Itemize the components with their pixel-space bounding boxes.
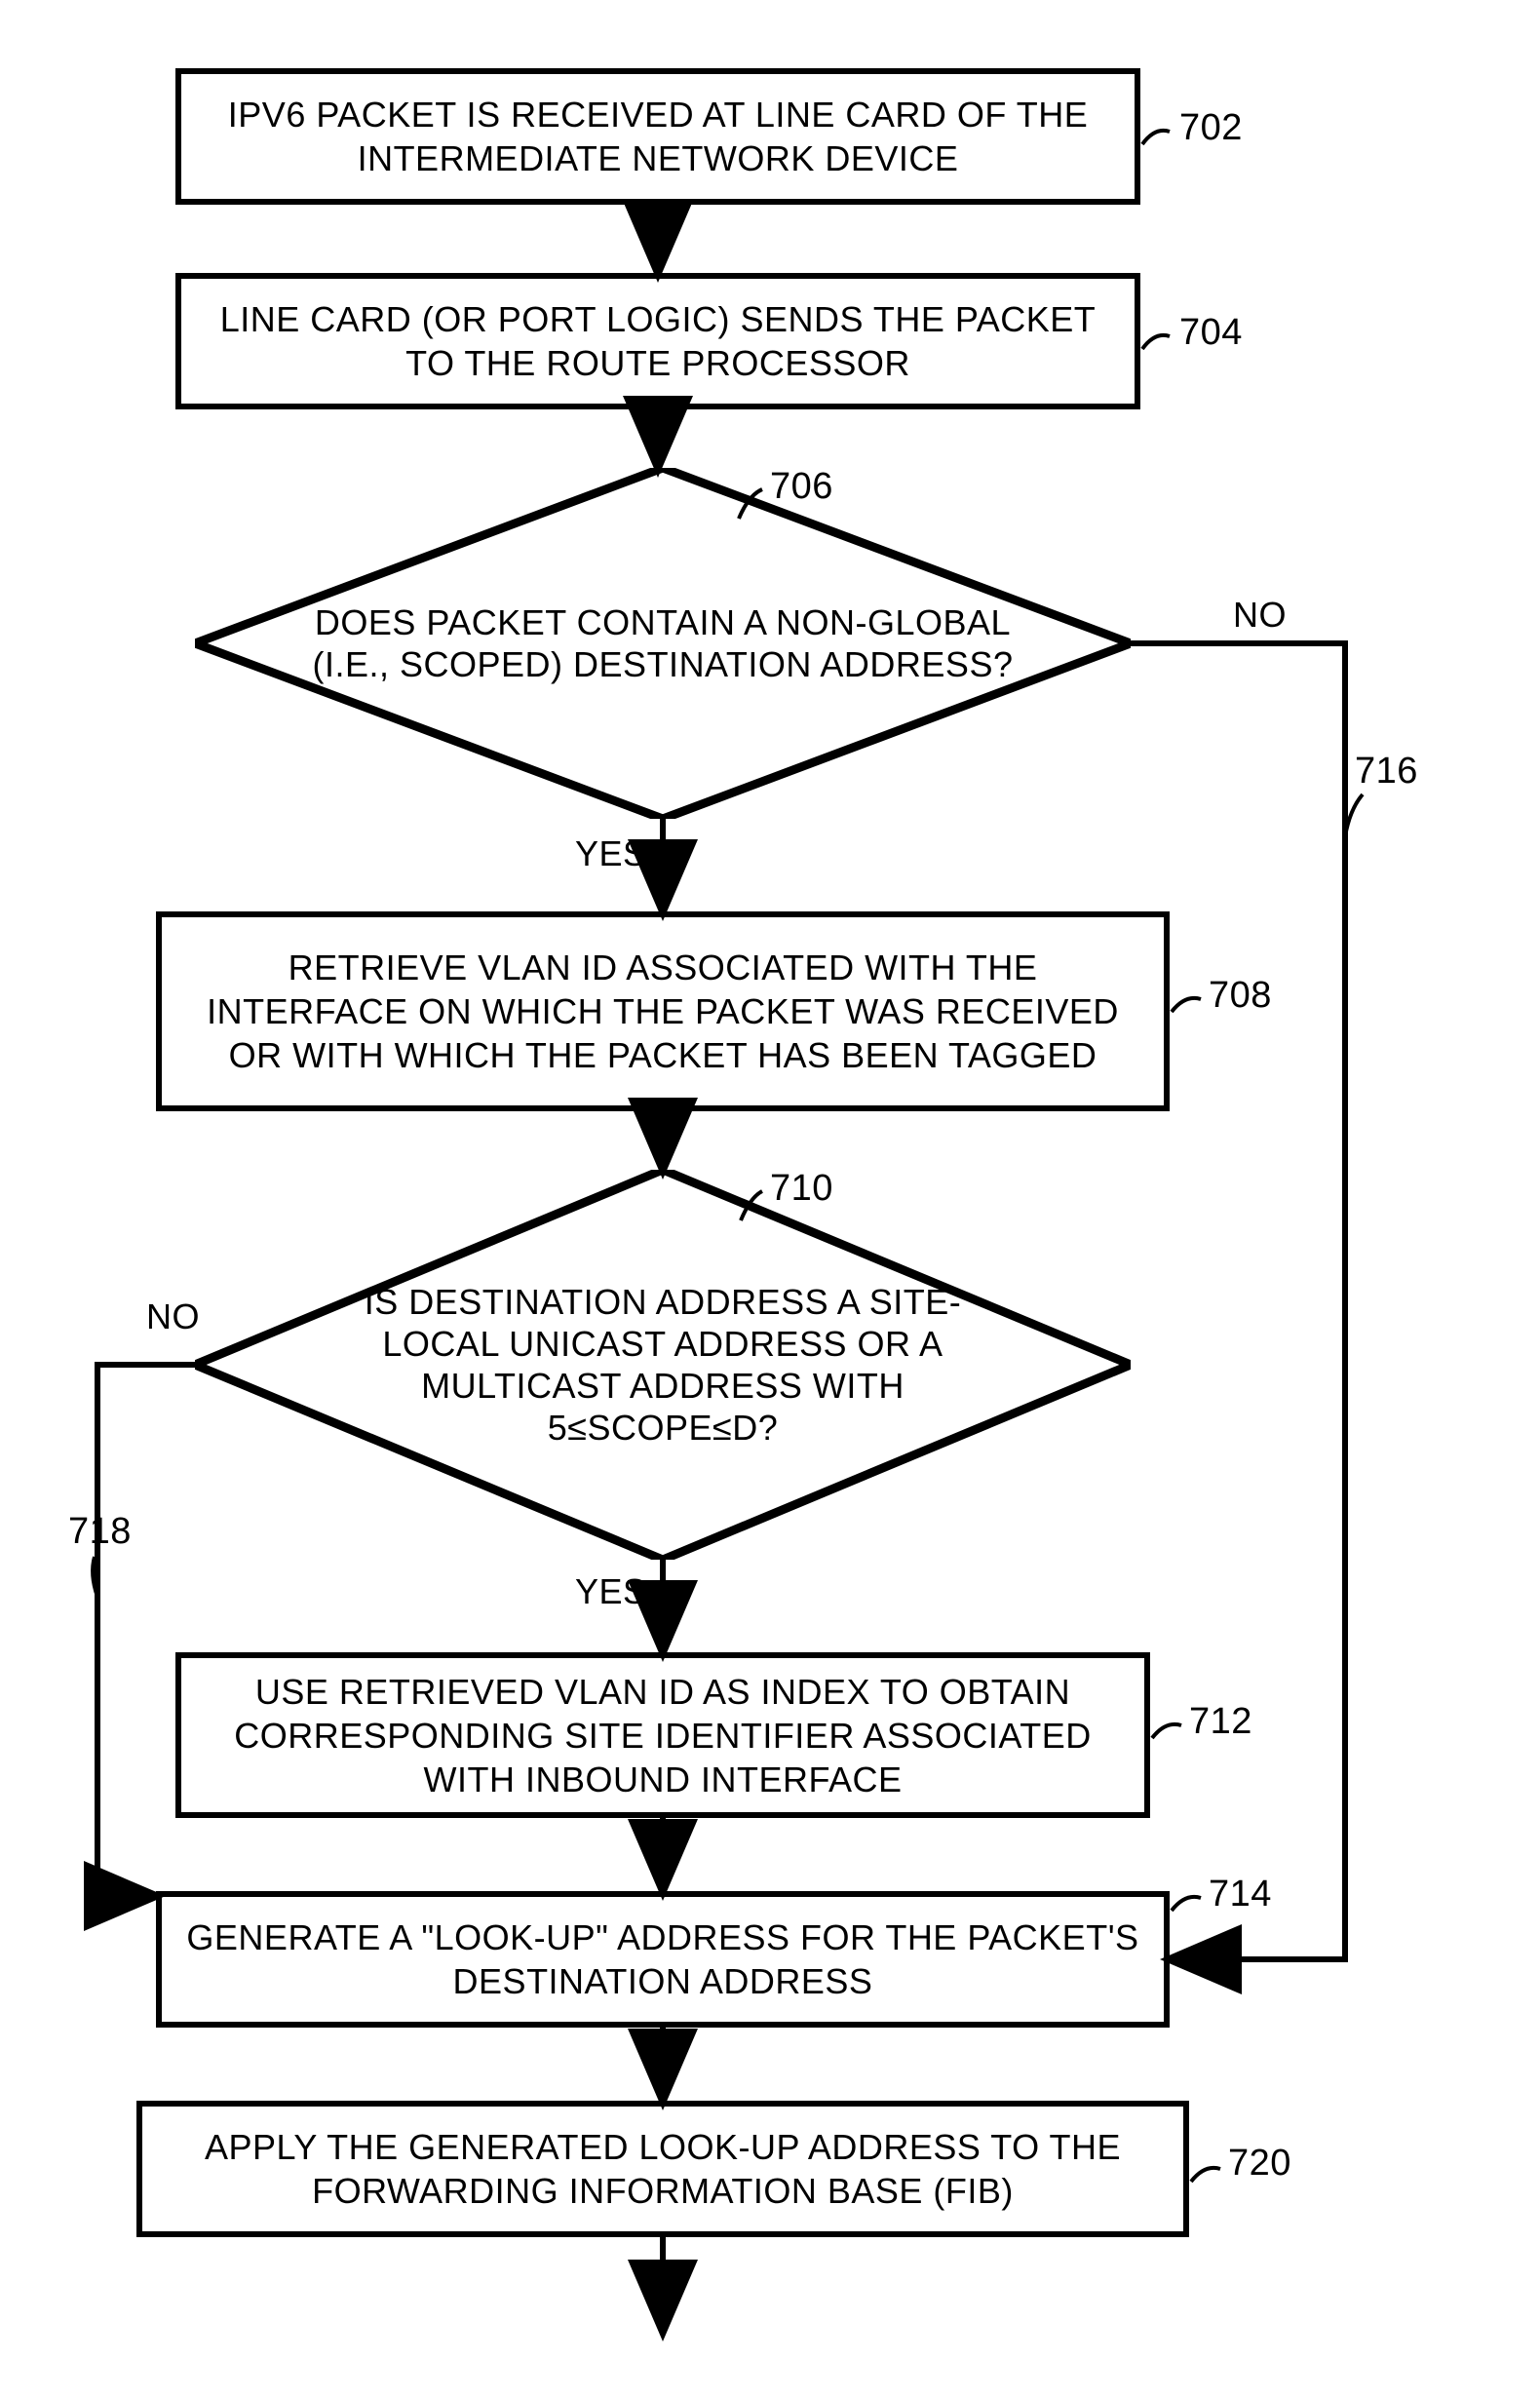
- ref-704: 704: [1179, 312, 1243, 354]
- label-yes-706: YES: [575, 833, 647, 874]
- ref-702: 702: [1179, 107, 1243, 149]
- node-text: DOES PACKET CONTAIN A NON-GLOBAL (I.E., …: [312, 601, 1014, 685]
- node-text: IS DESTINATION ADDRESS A SITE-LOCAL UNIC…: [312, 1281, 1014, 1450]
- node-text: USE RETRIEVED VLAN ID AS INDEX TO OBTAIN…: [205, 1670, 1121, 1801]
- label-yes-710: YES: [575, 1571, 647, 1612]
- flowchart-canvas: IPV6 PACKET IS RECEIVED AT LINE CARD OF …: [0, 0, 1540, 2398]
- node-text: LINE CARD (OR PORT LOGIC) SENDS THE PACK…: [205, 297, 1111, 385]
- node-text: GENERATE A "LOOK-UP" ADDRESS FOR THE PAC…: [185, 1915, 1140, 2003]
- decision-node-710: IS DESTINATION ADDRESS A SITE-LOCAL UNIC…: [195, 1170, 1131, 1560]
- process-node-702: IPV6 PACKET IS RECEIVED AT LINE CARD OF …: [175, 68, 1140, 205]
- ref-708: 708: [1209, 975, 1272, 1017]
- label-no-706: NO: [1233, 595, 1287, 636]
- label-no-710: NO: [146, 1296, 200, 1337]
- process-node-712: USE RETRIEVED VLAN ID AS INDEX TO OBTAIN…: [175, 1652, 1150, 1818]
- ref-718: 718: [68, 1511, 132, 1553]
- ref-710: 710: [770, 1168, 833, 1210]
- node-text: IPV6 PACKET IS RECEIVED AT LINE CARD OF …: [205, 93, 1111, 180]
- ref-714: 714: [1209, 1874, 1272, 1915]
- process-node-704: LINE CARD (OR PORT LOGIC) SENDS THE PACK…: [175, 273, 1140, 409]
- ref-706: 706: [770, 466, 833, 508]
- ref-716: 716: [1355, 751, 1418, 793]
- ref-720: 720: [1228, 2143, 1291, 2185]
- process-node-720: APPLY THE GENERATED LOOK-UP ADDRESS TO T…: [136, 2101, 1189, 2237]
- decision-node-706: DOES PACKET CONTAIN A NON-GLOBAL (I.E., …: [195, 468, 1131, 819]
- node-text: APPLY THE GENERATED LOOK-UP ADDRESS TO T…: [166, 2125, 1160, 2213]
- ref-712: 712: [1189, 1701, 1252, 1743]
- process-node-708: RETRIEVE VLAN ID ASSOCIATED WITH THE INT…: [156, 911, 1170, 1111]
- node-text: RETRIEVE VLAN ID ASSOCIATED WITH THE INT…: [185, 946, 1140, 1077]
- process-node-714: GENERATE A "LOOK-UP" ADDRESS FOR THE PAC…: [156, 1891, 1170, 2028]
